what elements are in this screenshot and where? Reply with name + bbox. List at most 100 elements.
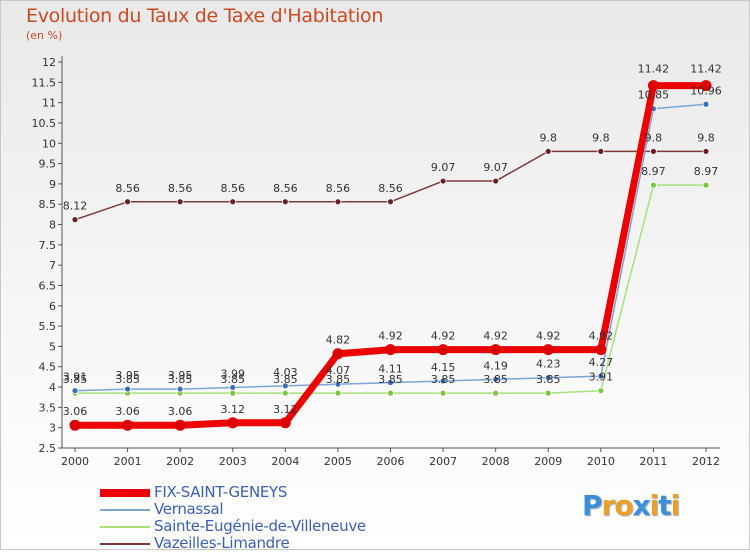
- data-point: [597, 372, 605, 380]
- data-label: 3.85: [63, 373, 88, 386]
- data-label: 4.03: [273, 366, 298, 379]
- data-label: 4.11: [378, 363, 403, 376]
- data-point: [229, 198, 237, 206]
- data-point: [492, 389, 500, 397]
- y-tick-label: 9: [49, 178, 56, 191]
- data-point: [544, 374, 552, 382]
- x-tick-label: 2005: [324, 455, 352, 468]
- data-point: [122, 419, 134, 431]
- data-label: 8.56: [168, 182, 193, 195]
- y-tick-label: 4: [49, 381, 56, 394]
- data-point: [650, 147, 657, 155]
- y-tick-label: 12: [42, 56, 56, 69]
- y-tick-label: 9.5: [39, 158, 57, 171]
- data-label: 3.85: [536, 373, 561, 386]
- data-label: 4.92: [483, 330, 508, 343]
- data-label: 3.12: [273, 403, 298, 416]
- data-label: 10.96: [690, 84, 722, 97]
- data-point: [439, 389, 447, 397]
- x-tick-label: 2007: [429, 455, 457, 468]
- logo-letter: i: [649, 489, 660, 522]
- data-point: [387, 379, 394, 386]
- data-label: 11.42: [638, 63, 670, 76]
- x-tick-label: 2002: [166, 455, 194, 468]
- data-label: 4.82: [326, 334, 351, 347]
- data-label: 4.23: [536, 358, 561, 371]
- chart-subtitle: (en %): [26, 29, 63, 42]
- page-title: Evolution du Taux de Taxe d'Habitation: [26, 5, 384, 27]
- x-tick-label: 2006: [377, 455, 405, 468]
- y-tick-label: 2.5: [39, 442, 57, 455]
- chart-axes: 2.5 3 3.5 4 4.5 5 5.5 6 6.5 7 7.5 8 8.5 9 9.5 10 10.5 11 1…: [32, 56, 720, 468]
- data-point: [229, 389, 237, 397]
- data-point: [279, 417, 291, 429]
- x-tick-label: 2009: [534, 455, 562, 468]
- data-point: [281, 382, 289, 390]
- legend-swatch: [100, 509, 150, 511]
- data-point: [334, 198, 342, 206]
- data-label: 3.85: [431, 373, 456, 386]
- data-label: 8.12: [63, 200, 88, 213]
- data-labels-layer: 3.06 3.06 3.06 3.12 3.12 4.82 4.92 4.92 4.92 4.92…: [63, 63, 722, 419]
- data-point: [385, 344, 396, 356]
- data-label: 8.97: [694, 165, 719, 178]
- logo-letter: o: [614, 489, 633, 522]
- data-label: 4.07: [326, 364, 351, 377]
- y-tick-label: 6: [49, 300, 56, 313]
- data-label: 8.56: [115, 182, 140, 195]
- y-tick-label: 8: [49, 219, 56, 232]
- y-tick-label: 3.5: [39, 401, 57, 414]
- legend-swatch: [100, 489, 150, 497]
- data-point: [332, 348, 344, 360]
- data-label: 3.95: [115, 369, 140, 382]
- legend-swatch: [100, 526, 150, 528]
- data-point: [387, 389, 394, 397]
- data-point: [334, 380, 342, 388]
- data-label: 8.56: [378, 182, 403, 195]
- x-tick-label: 2001: [114, 455, 142, 468]
- data-label: 3.95: [168, 369, 193, 382]
- data-label: 8.97: [641, 165, 666, 178]
- data-point: [542, 344, 554, 356]
- data-label: 9.07: [483, 161, 508, 174]
- data-point: [650, 181, 657, 189]
- data-label: 3.99: [221, 367, 246, 380]
- data-label: 4.19: [483, 359, 508, 372]
- data-point: [544, 389, 552, 397]
- data-label: 8.56: [273, 182, 298, 195]
- y-tick-label: 8.5: [39, 198, 57, 211]
- logo-letter: r: [601, 489, 616, 522]
- data-point: [702, 147, 710, 155]
- data-label: 3.85: [221, 373, 246, 386]
- data-point: [439, 177, 447, 185]
- data-label: 3.85: [115, 373, 140, 386]
- data-point: [69, 419, 81, 431]
- logo-letter: P: [582, 489, 603, 522]
- y-tick-label: 11.5: [32, 76, 57, 89]
- y-tick-label: 11: [42, 97, 56, 110]
- data-label: 3.85: [326, 373, 351, 386]
- data-label: 3.85: [273, 373, 298, 386]
- data-label: 4.92: [589, 330, 614, 343]
- data-label: 3.91: [589, 371, 614, 384]
- data-label: 3.91: [63, 371, 88, 384]
- data-point: [700, 80, 712, 92]
- data-point: [702, 100, 710, 108]
- series-layer: [69, 80, 712, 431]
- data-point: [71, 216, 79, 224]
- y-tick-label: 4.5: [39, 361, 57, 374]
- data-label: 4.92: [536, 330, 561, 343]
- x-tick-label: 2004: [271, 455, 299, 468]
- x-tick-label: 2011: [639, 455, 667, 468]
- data-label: 3.85: [378, 373, 403, 386]
- data-label: 3.85: [483, 373, 508, 386]
- x-tick-label: 2008: [482, 455, 510, 468]
- data-label: 9.8: [697, 131, 715, 144]
- y-tick-label: 10: [42, 137, 56, 150]
- data-point: [702, 181, 710, 189]
- data-point: [597, 147, 605, 155]
- data-point: [334, 389, 342, 397]
- data-label: 11.42: [690, 63, 722, 76]
- data-label: 9.8: [592, 131, 610, 144]
- y-tick-label: 3: [49, 422, 56, 435]
